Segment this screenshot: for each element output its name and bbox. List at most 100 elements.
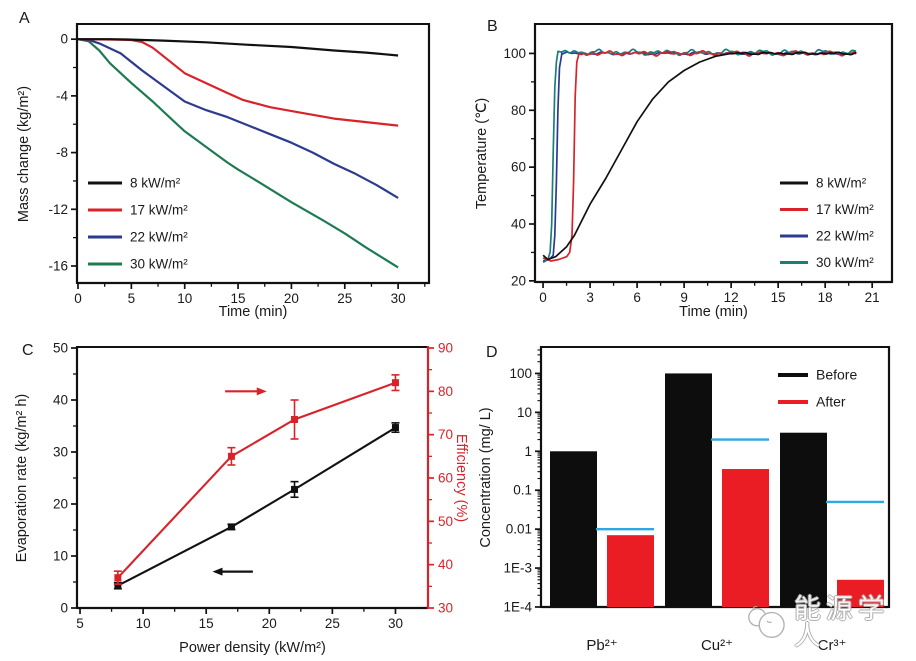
y-right-tick-label: 70 bbox=[438, 427, 453, 442]
y-axis-title-right: Efficiency (%) bbox=[453, 434, 469, 522]
y-tick-label: 0.01 bbox=[506, 522, 532, 537]
category-label-cr: Cr³⁺ bbox=[818, 637, 847, 654]
x-tick-label: 10 bbox=[177, 291, 192, 306]
x-tick-label: 0 bbox=[74, 291, 82, 306]
x-tick-label: 15 bbox=[231, 291, 246, 306]
y-tick-label: 60 bbox=[511, 160, 526, 175]
bars-group bbox=[550, 373, 884, 607]
y-right-tick-label: 80 bbox=[438, 384, 453, 399]
bar-before-pb bbox=[550, 451, 597, 607]
legend: Before After bbox=[778, 367, 857, 410]
x-tick-label: 3 bbox=[586, 290, 594, 305]
y-axis-left: 0 10 20 30 40 50 bbox=[53, 341, 77, 616]
axis-arrows bbox=[212, 387, 267, 576]
data-point-efficiency bbox=[391, 379, 399, 387]
y-tick-label: 10 bbox=[517, 405, 532, 420]
data-point-efficiency bbox=[227, 452, 235, 460]
y-tick-label: 40 bbox=[53, 393, 68, 408]
legend-label-30-kw-m: 30 kW/m² bbox=[816, 255, 874, 270]
y-tick-label: 50 bbox=[53, 341, 68, 356]
mascot-icon bbox=[748, 605, 785, 638]
y-tick-label: 0 bbox=[60, 32, 68, 47]
bar-before-cr bbox=[780, 432, 827, 607]
y-tick-label: 30 bbox=[53, 445, 68, 460]
legend-label-17-kw-m: 17 kW/m² bbox=[130, 203, 188, 218]
y-axis-left: 20 40 60 80 100 bbox=[503, 46, 535, 288]
x-tick-label: 21 bbox=[865, 290, 880, 305]
series-line-30-kw-m bbox=[542, 48, 856, 264]
bar-after-cu bbox=[722, 469, 769, 607]
y-axis-title: Concentration (mg/ L) bbox=[478, 407, 494, 547]
legend-label-22-kw-m: 22 kW/m² bbox=[816, 229, 874, 244]
series-line-22-kw-m bbox=[542, 51, 857, 262]
y-tick-label: -16 bbox=[48, 258, 68, 273]
y-right-tick-label: 30 bbox=[438, 601, 453, 616]
x-tick-label: 12 bbox=[724, 290, 739, 305]
x-axis-title: Time (min) bbox=[219, 304, 288, 320]
x-tick-label: 30 bbox=[388, 616, 403, 631]
series-line-22-kw-m bbox=[77, 38, 399, 199]
y-tick-label: 20 bbox=[53, 497, 68, 512]
y-tick-label: -12 bbox=[48, 202, 68, 217]
panel-label-b: B bbox=[487, 18, 498, 35]
series-line-30-kw-m bbox=[77, 38, 399, 269]
bar-before-cu bbox=[665, 373, 712, 607]
x-axis: 5 10 15 20 25 30 bbox=[76, 608, 403, 631]
bar-after-cr bbox=[837, 579, 884, 607]
category-label-cu: Cu²⁺ bbox=[701, 637, 733, 654]
x-tick-label: 20 bbox=[284, 291, 299, 306]
category-label-pb: Pb²⁺ bbox=[586, 637, 617, 654]
legend-label-8-kw-m: 8 kW/m² bbox=[816, 176, 867, 191]
data-point-evaporation-rate bbox=[114, 582, 122, 590]
y-tick-label: 100 bbox=[509, 366, 532, 381]
panel-label-d: D bbox=[486, 344, 498, 361]
x-tick-label: 10 bbox=[136, 616, 151, 631]
series-group bbox=[542, 48, 857, 264]
legend: 8 kW/m² 17 kW/m² 22 kW/m² 30 kW/m² bbox=[780, 176, 874, 270]
y-tick-label: 10 bbox=[53, 549, 68, 564]
series-line-17-kw-m bbox=[542, 49, 857, 262]
y-axis-title-left: Evaporation rate (kg/m² h) bbox=[14, 394, 30, 562]
series-line-8-kw-m bbox=[78, 38, 399, 57]
legend-label-17-kw-m: 17 kW/m² bbox=[816, 202, 874, 217]
x-tick-label: 15 bbox=[199, 616, 214, 631]
x-axis: 0 5 10 15 20 25 30 bbox=[74, 283, 426, 306]
x-tick-label: 30 bbox=[391, 291, 406, 306]
y-right-tick-label: 90 bbox=[438, 341, 453, 356]
x-axis-title: Power density (kW/m²) bbox=[179, 640, 326, 656]
y-right-tick-label: 50 bbox=[438, 514, 453, 529]
x-tick-label: 9 bbox=[680, 290, 688, 305]
y-axis-title: Mass change (kg/m²) bbox=[16, 86, 32, 222]
y-tick-label: -8 bbox=[56, 145, 68, 160]
y-right-tick-label: 60 bbox=[438, 471, 453, 486]
plot-frame bbox=[75, 23, 431, 285]
legend-label-after: After bbox=[816, 394, 846, 410]
x-tick-label: 0 bbox=[539, 290, 547, 305]
y-tick-label: 80 bbox=[511, 103, 526, 118]
x-axis: 0 3 6 9 12 15 18 21 bbox=[539, 282, 880, 305]
y-tick-label: 20 bbox=[511, 273, 526, 288]
legend-label-before: Before bbox=[816, 367, 857, 383]
watermark: 能源学人 bbox=[744, 596, 916, 650]
x-tick-label: 18 bbox=[818, 290, 833, 305]
y-tick-label: 0.1 bbox=[513, 483, 532, 498]
x-tick-label: 5 bbox=[76, 616, 84, 631]
x-tick-label: 15 bbox=[771, 290, 786, 305]
y-right-tick-label: 40 bbox=[438, 557, 453, 572]
watermark-text: 能源学人 bbox=[793, 594, 890, 651]
series-evaporation-rate bbox=[113, 422, 400, 590]
x-axis-title: Time (min) bbox=[679, 304, 748, 320]
data-point-evaporation-rate bbox=[291, 485, 299, 493]
y-tick-label: 1E-4 bbox=[503, 600, 532, 615]
data-point-efficiency bbox=[291, 416, 299, 423]
legend-label-22-kw-m: 22 kW/m² bbox=[130, 230, 188, 245]
chart-panel-c-evaporation-efficiency: 5 10 15 20 25 30 0 10 20 30 40 50 30 40 50 60 70 80 90 Powe… bbox=[14, 341, 469, 657]
x-tick-label: 25 bbox=[337, 291, 352, 306]
x-tick-label: 5 bbox=[128, 291, 136, 306]
x-tick-label: 25 bbox=[325, 616, 340, 631]
plot-frame bbox=[539, 346, 891, 609]
legend-label-8-kw-m: 8 kW/m² bbox=[130, 176, 181, 191]
y-tick-label: 100 bbox=[503, 46, 526, 61]
y-axis-left: 0 -4 -8 -12 -16 bbox=[48, 32, 77, 273]
